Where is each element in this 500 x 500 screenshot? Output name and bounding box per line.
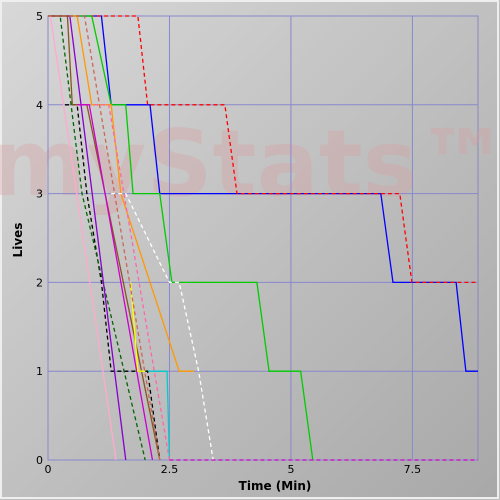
y-tick-label: 2: [36, 276, 43, 289]
y-tick-label: 3: [36, 188, 43, 201]
x-tick-label: 7.5: [404, 463, 422, 476]
x-axis-label: Time (Min): [239, 479, 312, 493]
y-axis-label: Lives: [11, 223, 25, 258]
series-line: [48, 15, 161, 461]
series-line: [48, 15, 478, 284]
y-tick-label: 0: [36, 454, 43, 467]
series-line: [48, 15, 161, 461]
series-line: [48, 15, 314, 461]
series-line: [65, 104, 161, 461]
x-tick-label: 5: [287, 463, 294, 476]
y-tick-label: 5: [36, 10, 43, 23]
x-tick-label: 0: [45, 463, 52, 476]
series-line: [48, 15, 146, 461]
series-line: [94, 104, 171, 461]
y-tick-label: 4: [36, 99, 43, 112]
x-tick-label: 2.5: [161, 463, 179, 476]
y-tick-label: 1: [36, 365, 43, 378]
series-line: [129, 282, 146, 372]
watermark: myStats™: [0, 110, 500, 217]
series-line: [77, 104, 154, 461]
